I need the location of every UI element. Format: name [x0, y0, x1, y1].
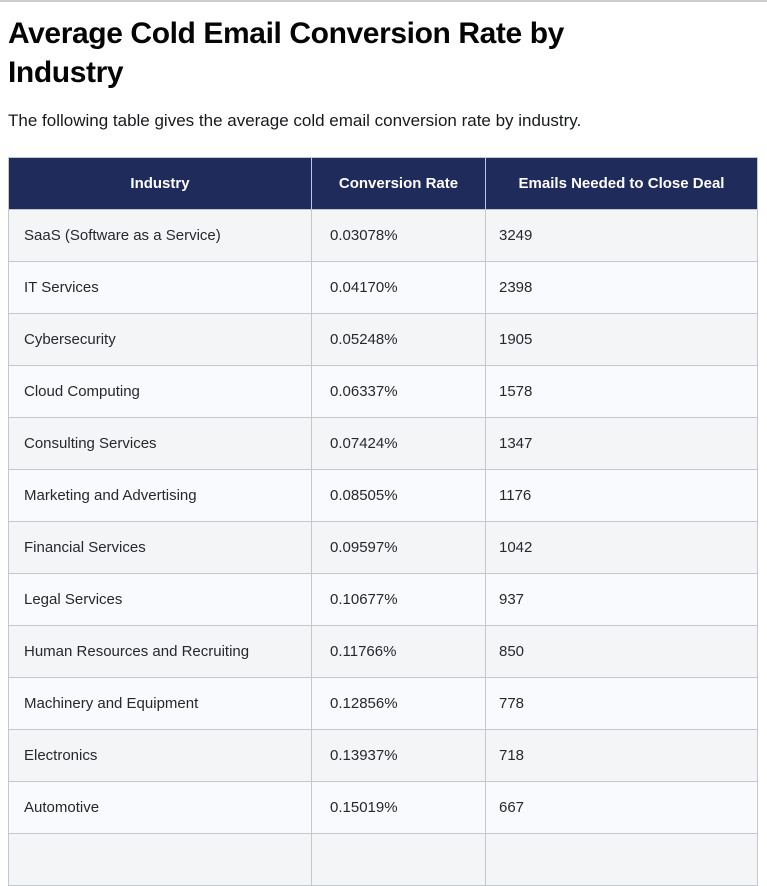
table-row: SaaS (Software as a Service) 0.03078% 32…: [8, 209, 758, 262]
page-title: Average Cold Email Conversion Rate by In…: [8, 17, 564, 89]
cell-emails-needed: 2398: [485, 261, 758, 314]
cell-emails-needed: 718: [485, 729, 758, 782]
page-subtitle: The following table gives the average co…: [8, 111, 582, 130]
article-page: Average Cold Email Conversion Rate by In…: [0, 14, 767, 886]
cell-emails-needed: 1347: [485, 417, 758, 470]
table-row: Automotive 0.15019% 667: [8, 781, 758, 834]
cell-conversion-rate: 0.04170%: [311, 261, 486, 314]
table-body: SaaS (Software as a Service) 0.03078% 32…: [8, 209, 758, 886]
cell-conversion-rate: 0.09597%: [311, 521, 486, 574]
cell-emails-needed: [485, 833, 758, 886]
cell-emails-needed: 850: [485, 625, 758, 678]
cell-emails-needed: 1176: [485, 469, 758, 522]
cell-industry: Marketing and Advertising: [8, 469, 312, 522]
cell-industry: Automotive: [8, 781, 312, 834]
cell-emails-needed: 1578: [485, 365, 758, 418]
table-row: Marketing and Advertising 0.08505% 1176: [8, 469, 758, 522]
cell-conversion-rate: 0.03078%: [311, 209, 486, 262]
cell-conversion-rate: 0.12856%: [311, 677, 486, 730]
table-row: Legal Services 0.10677% 937: [8, 573, 758, 626]
cell-industry: Electronics: [8, 729, 312, 782]
cell-conversion-rate: 0.15019%: [311, 781, 486, 834]
cell-industry: Legal Services: [8, 573, 312, 626]
table-row: Electronics 0.13937% 718: [8, 729, 758, 782]
column-header-conversion-rate: Conversion Rate: [311, 157, 486, 210]
cell-conversion-rate: 0.13937%: [311, 729, 486, 782]
table-row: Consulting Services 0.07424% 1347: [8, 417, 758, 470]
table-row: Cloud Computing 0.06337% 1578: [8, 365, 758, 418]
cell-conversion-rate: 0.05248%: [311, 313, 486, 366]
table-row: IT Services 0.04170% 2398: [8, 261, 758, 314]
table-row: Human Resources and Recruiting 0.11766% …: [8, 625, 758, 678]
conversion-rate-table: Industry Conversion Rate Emails Needed t…: [8, 157, 758, 886]
cell-emails-needed: 667: [485, 781, 758, 834]
cell-emails-needed: 3249: [485, 209, 758, 262]
cell-industry: [8, 833, 312, 886]
cell-conversion-rate: 0.08505%: [311, 469, 486, 522]
column-header-emails-needed: Emails Needed to Close Deal: [485, 157, 758, 210]
cell-industry: Cloud Computing: [8, 365, 312, 418]
cell-emails-needed: 778: [485, 677, 758, 730]
cell-emails-needed: 937: [485, 573, 758, 626]
cell-conversion-rate: 0.10677%: [311, 573, 486, 626]
table-header-row: Industry Conversion Rate Emails Needed t…: [8, 157, 758, 210]
cell-conversion-rate: 0.06337%: [311, 365, 486, 418]
table-row: Financial Services 0.09597% 1042: [8, 521, 758, 574]
cell-industry: SaaS (Software as a Service): [8, 209, 312, 262]
cell-industry: Cybersecurity: [8, 313, 312, 366]
cell-emails-needed: 1905: [485, 313, 758, 366]
cell-industry: Human Resources and Recruiting: [8, 625, 312, 678]
cell-conversion-rate: 0.11766%: [311, 625, 486, 678]
cell-conversion-rate: [311, 833, 486, 886]
table-row: Machinery and Equipment 0.12856% 778: [8, 677, 758, 730]
cell-industry: Financial Services: [8, 521, 312, 574]
window-top-hairline: [0, 0, 767, 2]
cell-industry: Consulting Services: [8, 417, 312, 470]
cell-industry: Machinery and Equipment: [8, 677, 312, 730]
cell-emails-needed: 1042: [485, 521, 758, 574]
table-row: [8, 833, 758, 886]
cell-industry: IT Services: [8, 261, 312, 314]
table-row: Cybersecurity 0.05248% 1905: [8, 313, 758, 366]
cell-conversion-rate: 0.07424%: [311, 417, 486, 470]
column-header-industry: Industry: [8, 157, 312, 210]
